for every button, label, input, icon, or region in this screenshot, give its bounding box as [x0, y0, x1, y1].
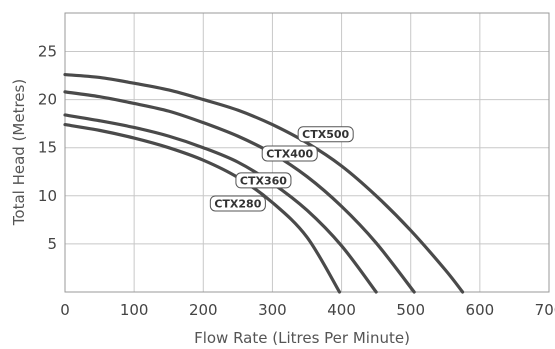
series-line-ctx280	[63, 123, 342, 294]
grid	[64, 12, 550, 293]
series-label-box	[261, 145, 318, 162]
series-label-text: CTX400	[266, 147, 313, 160]
x-tick-label: 300	[258, 301, 287, 319]
series-label-ctx280: CTX280	[209, 195, 266, 212]
series-label-box	[209, 195, 266, 212]
series-line-ctx360	[63, 113, 378, 294]
y-tick-label: 15	[38, 139, 57, 157]
series-label-ctx400: CTX400	[261, 145, 318, 162]
x-axis-title: Flow Rate (Litres Per Minute)	[194, 329, 410, 347]
series-label-box	[297, 126, 354, 143]
x-tick-label: 500	[396, 301, 425, 319]
x-tick-label: 600	[466, 301, 495, 319]
series-label-box	[235, 172, 292, 189]
x-tick-label: 200	[189, 301, 218, 319]
y-tick-label: 20	[38, 91, 57, 109]
series-labels: CTX500 CTX400 CTX360 CTX280	[209, 126, 354, 212]
series-line-ctx500	[63, 72, 465, 294]
x-tick-label: 700	[535, 301, 555, 319]
series-label-ctx500: CTX500	[297, 126, 354, 143]
y-tick-label: 5	[47, 235, 57, 253]
plot-frame	[64, 12, 550, 293]
y-axis-title: Total Head (Metres)	[10, 79, 28, 226]
x-tick-label: 0	[60, 301, 70, 319]
x-tick-label: 400	[327, 301, 356, 319]
series-label-text: CTX360	[240, 174, 287, 187]
tick-labels: 0 100 200 300 400 500 600 700 5 10 15 20 25	[38, 42, 555, 319]
y-tick-label: 25	[38, 42, 57, 60]
series-label-text: CTX280	[214, 197, 261, 210]
x-tick-label: 100	[120, 301, 149, 319]
series-label-text: CTX500	[302, 128, 349, 141]
series-label-ctx360: CTX360	[235, 172, 292, 189]
y-tick-label: 10	[38, 187, 57, 205]
series-line-ctx400	[63, 90, 416, 294]
series-lines	[63, 72, 465, 294]
